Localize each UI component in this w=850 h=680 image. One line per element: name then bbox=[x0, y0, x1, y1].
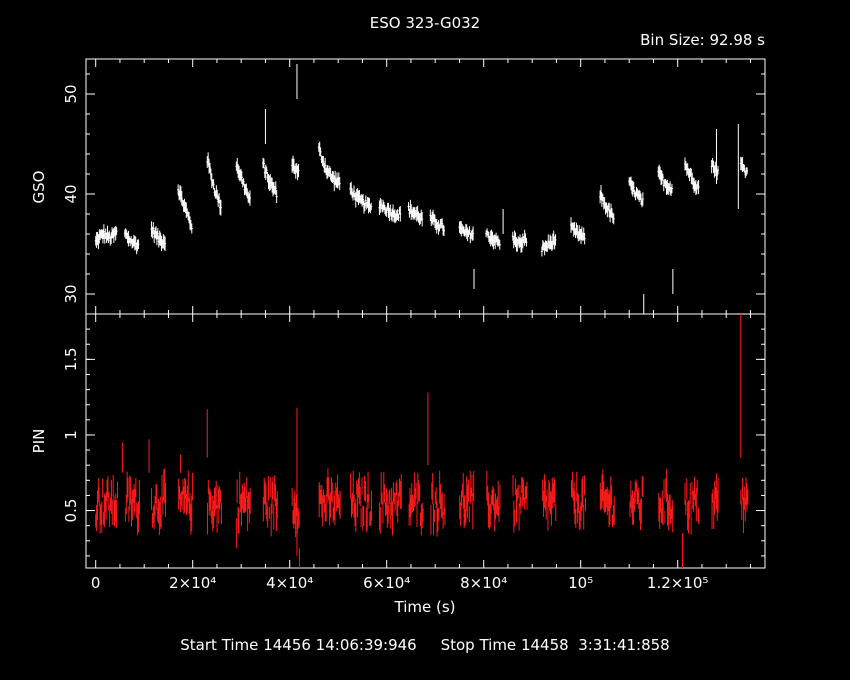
x-tick-label: 2×10⁴ bbox=[169, 574, 216, 592]
start-time-value: 14456 14:06:39:946 bbox=[263, 636, 417, 654]
y-tick-label: 1.5 bbox=[62, 347, 80, 371]
bin-size-label: Bin Size: 92.98 s bbox=[640, 31, 765, 49]
x-tick-label: 8×10⁴ bbox=[460, 574, 507, 592]
axes-group: 0 2×10⁴ 4×10⁴ 6×10⁴ 8×10⁴ 10⁵ 1.2×10⁵ 30 40 50 0.5… bbox=[62, 59, 765, 592]
x-tick-label: 1.2×10⁵ bbox=[647, 574, 709, 592]
x-tick-label: 10⁵ bbox=[568, 574, 593, 592]
y-tick-label: 30 bbox=[62, 284, 80, 303]
x-tick-label: 0 bbox=[91, 574, 101, 592]
x-tick-label: 4×10⁴ bbox=[266, 574, 313, 592]
x-axis-label: Time (s) bbox=[394, 598, 456, 616]
pin-panel-frame bbox=[85, 313, 766, 569]
gso-data-group bbox=[94, 64, 749, 314]
pin-axis-label: PIN bbox=[30, 429, 48, 454]
y-tick-label: 50 bbox=[62, 84, 80, 103]
x-tick-label: 6×10⁴ bbox=[363, 574, 410, 592]
y-tick-label: 1 bbox=[62, 430, 80, 440]
chart-title: ESO 323-G032 bbox=[370, 14, 480, 32]
stop-time-label: Stop Time bbox=[440, 636, 517, 654]
gso-panel-frame bbox=[85, 58, 766, 315]
stop-time-value: 14458 3:31:41:858 bbox=[520, 636, 670, 654]
gso-axis-label: GSO bbox=[30, 171, 48, 204]
time-range-footer: Start Time 14456 14:06:39:946 Stop Time … bbox=[0, 636, 850, 654]
start-time-label: Start Time bbox=[180, 636, 259, 654]
y-tick-label: 40 bbox=[62, 184, 80, 203]
y-tick-label: 0.5 bbox=[62, 499, 80, 523]
pin-data-group bbox=[95, 314, 749, 568]
